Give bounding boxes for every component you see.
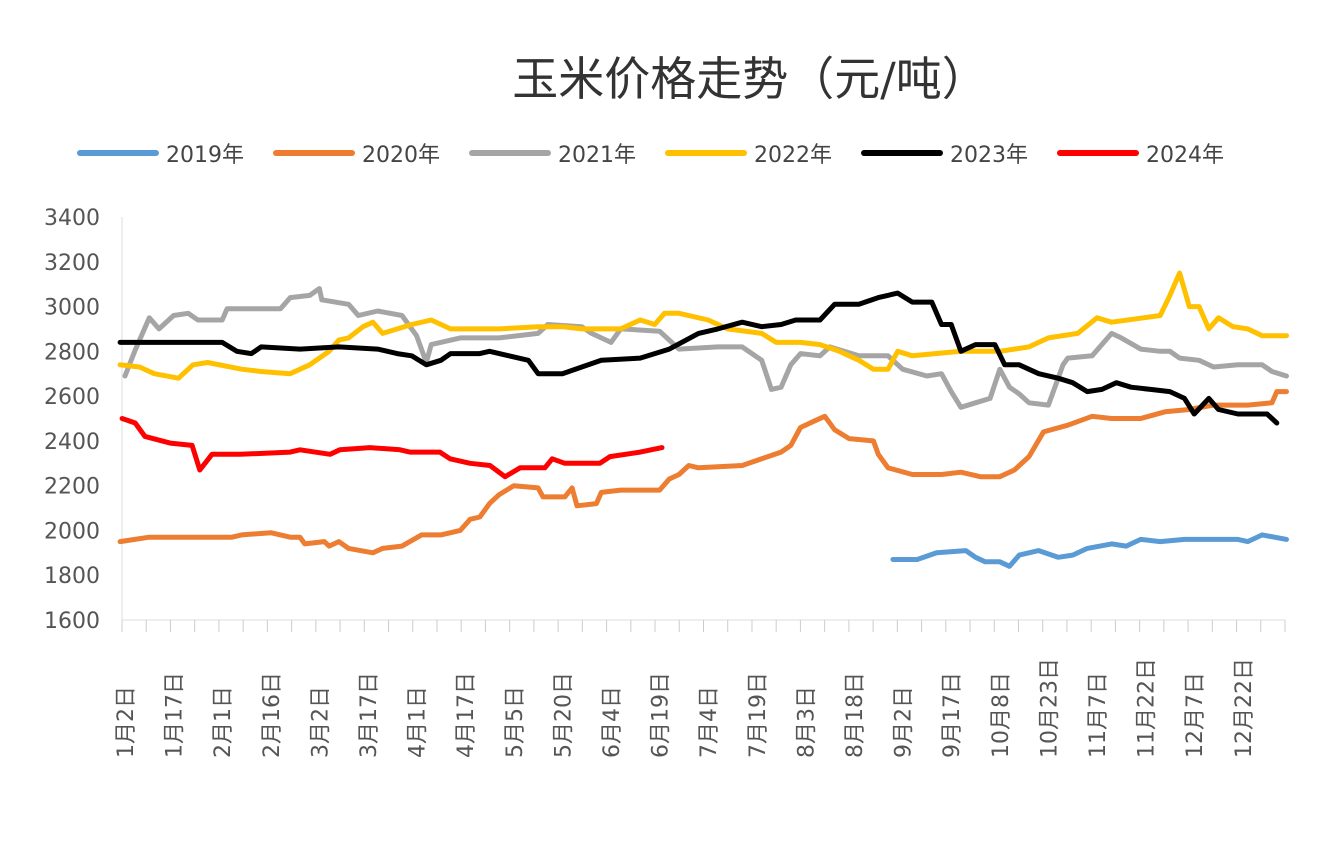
x-tick-label: 7月19日 xyxy=(746,672,771,758)
x-tick-label: 11月22日 xyxy=(1135,658,1160,758)
x-tick-label: 2月16日 xyxy=(260,672,285,758)
legend: 2019年 2020年 2021年 2022年 2023年 2024年 xyxy=(77,143,1224,168)
chart-title: 玉米价格走势（元/吨） xyxy=(512,52,988,106)
y-tick-label: 2000 xyxy=(44,519,100,544)
series-line-2024年 xyxy=(119,416,665,480)
x-tick-label: 4月1日 xyxy=(406,686,431,758)
x-tick-label: 2月1日 xyxy=(211,686,236,758)
x-tick-label: 1月17日 xyxy=(163,672,188,758)
x-tick-label: 9月2日 xyxy=(892,686,917,758)
x-tick-label: 8月18日 xyxy=(843,672,868,758)
axes: 1600 1800 2000 2200 2400 2600 2800 3000 3200 3400… xyxy=(44,206,1286,758)
x-tick-label: 8月3日 xyxy=(794,686,819,758)
x-tick-label: 3月2日 xyxy=(308,686,333,758)
x-tick-label: 7月4日 xyxy=(697,686,722,758)
legend-label: 2019年 xyxy=(166,143,244,168)
legend-label: 2022年 xyxy=(754,143,832,168)
x-tick-label: 9月17日 xyxy=(940,672,965,758)
y-tick-label: 3000 xyxy=(44,296,100,321)
series-line-2020年 xyxy=(117,389,1289,556)
series-lines xyxy=(117,270,1289,569)
y-tick-label: 1800 xyxy=(44,564,100,589)
legend-label: 2021年 xyxy=(558,143,636,168)
series-line-2022年 xyxy=(117,270,1289,381)
x-tick-label: 4月17日 xyxy=(454,672,479,758)
legend-label: 2020年 xyxy=(362,143,440,168)
x-tick-label: 5月5日 xyxy=(503,686,528,758)
y-tick-label: 3400 xyxy=(44,206,100,231)
y-tick-label: 1600 xyxy=(44,609,100,634)
series-line-2023年 xyxy=(117,290,1280,426)
x-tick-label: 6月4日 xyxy=(600,686,625,758)
y-tick-label: 2400 xyxy=(44,430,100,455)
series-line-2021年 xyxy=(122,286,1289,410)
x-tick-label: 6月19日 xyxy=(649,672,674,758)
x-tick-label: 12月22日 xyxy=(1232,658,1257,758)
x-tick-label: 10月23日 xyxy=(1037,658,1062,758)
x-tick-label: 3月17日 xyxy=(357,672,382,758)
y-tick-label: 2600 xyxy=(44,385,100,410)
x-tick-label: 10月8日 xyxy=(989,672,1014,758)
x-tick-label: 12月7日 xyxy=(1183,672,1208,758)
x-tick-label: 5月20日 xyxy=(551,672,576,758)
x-tick-label: 11月7日 xyxy=(1086,672,1111,758)
legend-label: 2024年 xyxy=(1146,143,1224,168)
series-line-2019年 xyxy=(890,532,1289,569)
legend-label: 2023年 xyxy=(950,143,1028,168)
y-tick-label: 2800 xyxy=(44,340,100,365)
x-tick-label: 1月2日 xyxy=(114,686,139,758)
y-tick-label: 3200 xyxy=(44,251,100,276)
y-tick-label: 2200 xyxy=(44,475,100,500)
